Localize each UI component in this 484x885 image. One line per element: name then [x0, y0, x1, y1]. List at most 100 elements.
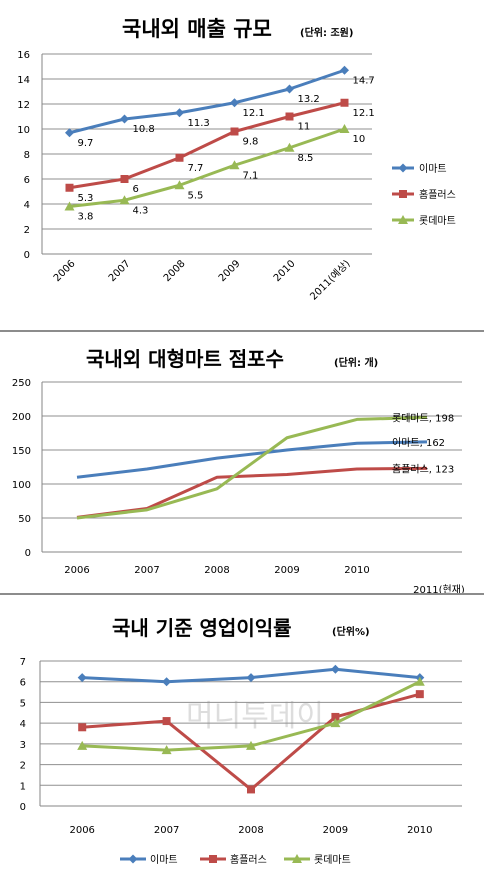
legend-marker: [398, 163, 408, 173]
data-label: 7.1: [243, 170, 259, 181]
y-tick-label: 7: [20, 657, 26, 668]
data-label: 12.1: [353, 108, 375, 119]
end-label: 이마트, 162: [392, 437, 445, 449]
series-line-0: [76, 440, 428, 479]
y-tick-label: 16: [17, 50, 30, 61]
data-point-0: [175, 108, 184, 118]
y-tick-label: 200: [12, 412, 31, 423]
y-tick-label: 1: [20, 781, 26, 792]
data-point-2: [330, 718, 341, 728]
data-label: 11.3: [188, 118, 210, 129]
y-tick-label: 2: [24, 225, 30, 236]
data-label: 4.3: [133, 205, 149, 216]
data-label: 5.5: [188, 190, 204, 201]
sales-chart-subtitle: (단위: 조원): [300, 26, 353, 39]
data-point-0: [285, 84, 294, 94]
legend-label: 이마트: [419, 163, 447, 175]
y-tick-label: 0: [25, 548, 31, 559]
store-count-chart-panel: 국내외 대형마트 점포수 (단위: 개) 0 50 100 150 200 250 2006…: [0, 333, 484, 596]
y-tick-label: 3: [20, 740, 26, 751]
data-label: 6: [133, 184, 139, 195]
data-point-2: [339, 124, 350, 133]
sales-chart-panel: 국내외 매출 규모 (단위: 조원) 0 2 4 6 8 10 12 14 16 2006 2007…: [0, 0, 484, 330]
store-count-chart-subtitle: (단위: 개): [334, 356, 378, 369]
legend-marker: [209, 855, 217, 863]
y-tick-label: 0: [20, 802, 26, 813]
x-tick-label: 2010: [272, 258, 298, 284]
x-tick-label: 2007: [107, 258, 133, 284]
watermark: 머니투데이: [186, 699, 324, 734]
data-point-2: [284, 142, 295, 152]
series-line-1: [76, 466, 428, 519]
data-point-2: [64, 201, 75, 211]
data-point-2: [77, 740, 88, 750]
data-point-0: [162, 677, 172, 687]
legend-marker: [398, 215, 408, 224]
x-tick-label: 2009: [274, 565, 299, 576]
data-label: 5.3: [78, 193, 94, 204]
legend-label: 홈플러스: [230, 853, 267, 866]
y-tick-label: 0: [24, 250, 30, 261]
y-tick-label: 5: [20, 698, 26, 709]
legend-label: 홈플러스: [419, 188, 456, 201]
y-tick-label: 4: [20, 719, 26, 730]
sales-chart-title: 국내외 매출 규모: [122, 17, 272, 41]
x-tick-label: 2008: [238, 825, 263, 836]
data-label: 10.8: [133, 124, 155, 135]
x-tick-label: 2007: [154, 825, 179, 836]
data-label: 10: [353, 134, 366, 145]
margin-chart-title: 국내 기준 영업이익률: [112, 616, 292, 640]
x-tick-label: 2006: [52, 258, 78, 284]
x-tick-label: 2008: [204, 565, 229, 576]
divider: [0, 593, 484, 595]
store-count-chart: 국내외 대형마트 점포수 (단위: 개) 0 50 100 150 200 250 2006…: [12, 347, 465, 596]
series-line-2: [69, 127, 345, 208]
store-count-chart-title: 국내외 대형마트 점포수: [86, 347, 284, 371]
legend-label: 롯데마트: [419, 215, 456, 227]
x-tick-label: 2009: [217, 258, 243, 284]
data-point-1: [415, 690, 424, 699]
x-tick-label: 2010: [344, 565, 369, 576]
data-label: 9.8: [243, 137, 259, 148]
y-tick-label: 2: [20, 761, 26, 772]
x-tick-label: 2011(예상): [308, 258, 353, 303]
margin-chart-subtitle: (단위%): [332, 625, 370, 638]
data-label: 8.5: [298, 153, 314, 164]
data-point-1: [175, 153, 184, 162]
y-tick-label: 100: [12, 480, 31, 491]
data-point-1: [247, 785, 255, 794]
margin-chart: 머니투데이 국내 기준 영업이익률 (단위%) 0 1 2 3 4 5 6 7 2006 2007…: [20, 616, 462, 866]
y-tick-label: 150: [12, 446, 31, 457]
margin-chart-panel: 머니투데이 국내 기준 영업이익률 (단위%) 0 1 2 3 4 5 6 7 2006 2007…: [0, 596, 484, 881]
sales-chart: 국내외 매출 규모 (단위: 조원) 0 2 4 6 8 10 12 14 16 2006 2007…: [17, 17, 456, 303]
y-tick-label: 8: [24, 150, 30, 161]
data-point-0: [120, 114, 129, 124]
data-point-2: [119, 195, 130, 205]
data-label: 13.2: [298, 94, 320, 105]
x-tick-label: 2008: [162, 258, 188, 284]
data-label: 3.8: [78, 212, 94, 223]
legend-marker: [128, 854, 138, 864]
data-label: 7.7: [188, 163, 204, 174]
end-label: 롯데마트, 198: [392, 412, 454, 424]
x-tick-label: 2010: [407, 825, 432, 836]
data-point-2: [246, 740, 256, 750]
x-tick-label: 2006: [69, 825, 94, 836]
data-point-0: [340, 65, 349, 75]
data-point-2: [414, 676, 425, 686]
y-tick-label: 4: [24, 200, 30, 211]
data-point-1: [78, 723, 87, 732]
data-label: 14.7: [353, 75, 375, 86]
data-point-2: [161, 745, 172, 755]
data-point-1: [162, 717, 171, 726]
y-tick-label: 6: [24, 175, 30, 186]
data-point-0: [330, 664, 340, 674]
data-point-1: [331, 712, 340, 721]
y-tick-label: 14: [17, 75, 30, 86]
data-label: 11: [298, 122, 311, 133]
data-point-1: [340, 98, 349, 107]
legend-marker: [399, 190, 407, 198]
data-point-1: [285, 112, 294, 121]
x-tick-label: 2007: [134, 565, 159, 576]
end-label: 홈플러스, 123: [392, 462, 454, 475]
